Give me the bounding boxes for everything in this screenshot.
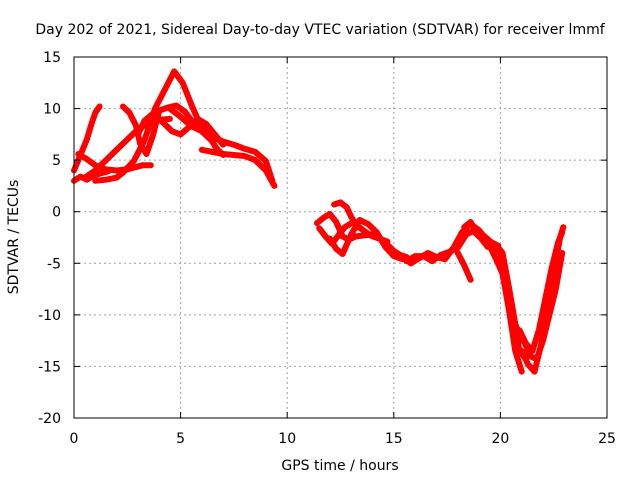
y-tick-label: 0 (52, 205, 61, 221)
series-line-arc-l (316, 219, 391, 247)
y-tick-label: 15 (43, 50, 61, 66)
series-line-arc-j (314, 210, 414, 267)
y-tick-label: -15 (38, 359, 61, 375)
series-line-arc-r (454, 250, 474, 283)
chart-title: Day 202 of 2021, Sidereal Day-to-day VTE… (35, 22, 605, 38)
x-tick-label: 15 (385, 431, 403, 447)
series-line-arc-u (520, 250, 566, 363)
x-axis-title: GPS time / hours (281, 458, 398, 474)
x-tick-label: 0 (70, 431, 79, 447)
grid (74, 57, 607, 418)
series-line-arc-h (166, 105, 276, 184)
x-tick-label: 5 (176, 431, 185, 447)
series-line-arc-q (471, 229, 529, 363)
y-tick-label: -20 (38, 411, 61, 427)
series-line-arc-c (75, 151, 154, 174)
axis-ticks: 0 5 10 15 20 25 -20 -15 -10 -5 0 5 10 15 (38, 50, 616, 447)
series-line-arc-i (198, 146, 278, 189)
y-tick-label: -5 (47, 256, 61, 272)
x-tick-label: 10 (278, 431, 296, 447)
series-line-arc-g (135, 110, 227, 148)
series-line-arc-m (331, 199, 361, 231)
x-tick-label: 20 (491, 431, 509, 447)
plot-frame (73, 56, 608, 419)
y-axis-title: SDTVAR / TECUs (6, 180, 22, 295)
y-tick-label: 10 (43, 102, 61, 118)
y-tick-label: -10 (38, 308, 61, 324)
series-group (71, 68, 567, 375)
series-line-arc-k (326, 217, 406, 263)
x-tick-label: 25 (598, 431, 616, 447)
y-tick-label: 5 (52, 153, 61, 169)
